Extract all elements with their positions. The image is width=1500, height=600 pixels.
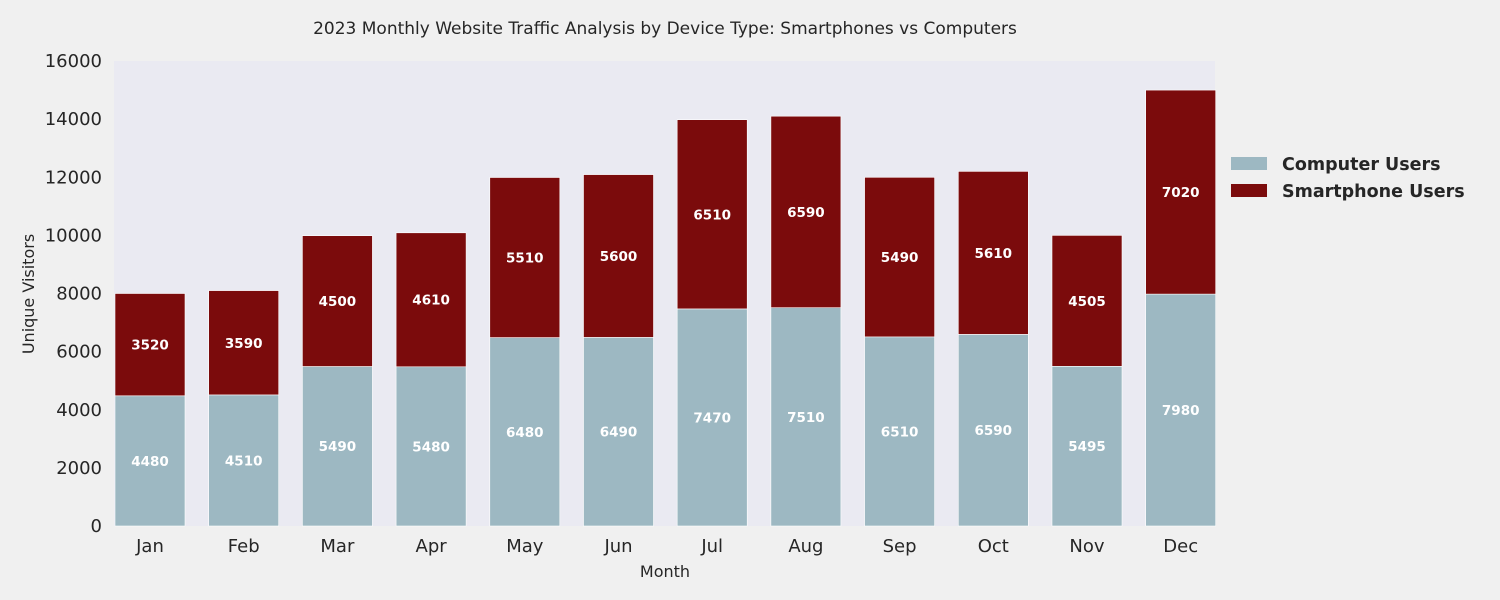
bars-group	[114, 89, 1216, 527]
bar-computer-apr	[395, 366, 467, 527]
bar-value-label: 5495	[1068, 439, 1106, 455]
legend-label: Smartphone Users	[1282, 182, 1465, 202]
bar-smartphone-sep	[864, 177, 935, 338]
legend-swatch	[1231, 184, 1267, 197]
bar-smartphone-dec	[1145, 89, 1216, 295]
x-tick-label: Feb	[228, 536, 260, 557]
x-tick-label: Sep	[883, 536, 917, 557]
x-tick-label: Apr	[416, 536, 448, 557]
bar-computer-sep	[864, 336, 935, 527]
bar-value-label: 5480	[412, 439, 450, 455]
legend-label: Computer Users	[1282, 155, 1441, 175]
bar-value-label: 6480	[506, 425, 544, 441]
bar-value-label: 6490	[600, 425, 638, 441]
y-tick-label: 0	[91, 516, 102, 537]
bar-smartphone-feb	[208, 290, 279, 396]
y-tick-label: 8000	[56, 284, 102, 305]
bar-value-label: 5600	[600, 249, 638, 265]
y-tick-label: 6000	[56, 342, 102, 363]
plot-area	[114, 61, 1215, 526]
bar-value-label: 7020	[1162, 185, 1200, 201]
bar-computer-oct	[957, 334, 1029, 527]
bar-computer-dec	[1145, 293, 1216, 527]
x-tick-label: Jul	[700, 536, 723, 557]
bar-value-label: 4510	[225, 454, 263, 470]
bar-value-label: 4500	[319, 294, 357, 310]
y-tick-label: 10000	[45, 225, 102, 246]
bar-smartphone-nov	[1051, 235, 1123, 367]
bar-computer-may	[489, 337, 561, 527]
x-tick-label: Mar	[320, 536, 355, 557]
bar-computer-jun	[583, 337, 654, 527]
bar-value-label: 7980	[1162, 403, 1200, 419]
bar-smartphone-jun	[583, 174, 654, 338]
bar-value-label: 5610	[975, 246, 1013, 262]
y-tick-label: 2000	[56, 458, 102, 479]
bar-value-label: 6510	[693, 207, 731, 223]
bar-value-label: 3590	[225, 336, 263, 352]
bar-value-label: 6590	[787, 205, 825, 221]
bar-computer-mar	[302, 366, 373, 527]
bar-smartphone-may	[489, 177, 561, 338]
bar-value-label: 7470	[693, 411, 731, 427]
bar-computer-aug	[770, 307, 842, 527]
x-tick-label: Nov	[1069, 536, 1104, 557]
legend-swatch	[1231, 157, 1267, 170]
bar-value-label: 7510	[787, 410, 825, 426]
x-tick-label: Oct	[978, 536, 1009, 557]
x-tick-label: Jun	[603, 536, 632, 557]
bar-value-label: 4480	[131, 454, 169, 470]
bar-value-label: 5490	[881, 250, 919, 266]
bar-labels-group: 4480 3520 4510 3590 5490 4500 5480 4610 6480 5510…	[131, 185, 1199, 470]
bar-smartphone-aug	[770, 115, 842, 308]
x-tick-label: May	[506, 536, 544, 557]
bar-smartphone-oct	[957, 171, 1029, 335]
bar-value-label: 4505	[1068, 294, 1106, 310]
bar-smartphone-mar	[302, 235, 373, 367]
y-tick-label: 14000	[45, 109, 102, 130]
bar-computer-jan	[114, 395, 186, 527]
legend: Computer Users Smartphone Users	[1231, 155, 1465, 202]
x-tick-label: Dec	[1163, 536, 1198, 557]
bar-smartphone-jan	[114, 293, 186, 397]
x-tick-label: Jan	[135, 536, 164, 557]
bar-value-label: 4610	[412, 293, 450, 309]
y-axis-ticks: 0 2000 4000 6000 8000 10000 12000 14000 16000	[45, 51, 102, 537]
chart-title: 2023 Monthly Website Traffic Analysis by…	[313, 19, 1017, 39]
bar-value-label: 6510	[881, 424, 919, 440]
y-axis-label: Unique Visitors	[19, 234, 38, 354]
y-tick-label: 16000	[45, 51, 102, 72]
x-axis-label: Month	[640, 562, 690, 581]
x-axis-ticks: Jan Feb Mar Apr May Jun Jul Aug Sep Oct Nov Dec	[135, 536, 1198, 557]
bar-computer-nov	[1051, 365, 1123, 527]
y-tick-label: 12000	[45, 167, 102, 188]
bar-computer-jul	[676, 308, 748, 527]
bar-value-label: 6590	[975, 423, 1013, 439]
bar-value-label: 5490	[319, 439, 357, 455]
bar-smartphone-apr	[395, 232, 467, 368]
y-tick-label: 4000	[56, 400, 102, 421]
bar-value-label: 3520	[131, 338, 169, 354]
bar-smartphone-jul	[676, 119, 748, 310]
bar-value-label: 5510	[506, 251, 544, 267]
x-tick-label: Aug	[788, 536, 823, 557]
